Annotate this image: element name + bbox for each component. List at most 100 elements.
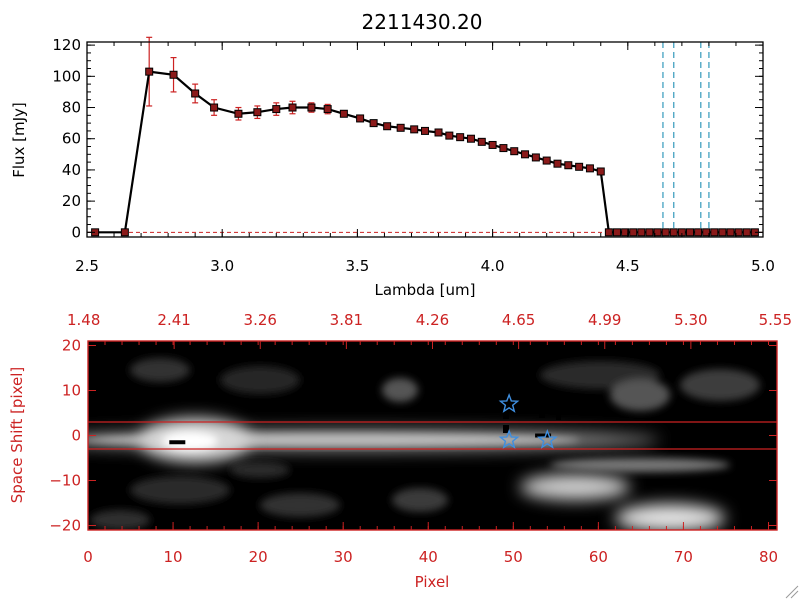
data-point [499,144,508,153]
data-point [510,147,519,156]
pixel-tick-label: 30 [334,548,353,566]
data-point [564,161,573,170]
shift-tick-label: −20 [49,517,81,535]
bottom-y-axis: 20 10 0 −10 −20 [49,337,777,535]
data-point [434,128,443,137]
wavelength-tick-label: 4.65 [502,311,535,329]
pixel-tick-label: 0 [83,548,93,566]
data-point [356,114,365,123]
wavelength-tick-label: 5.30 [674,311,707,329]
data-point [653,228,662,237]
wavelength-tick-label: 3.26 [244,311,277,329]
data-point [604,228,613,237]
data-point [253,108,262,117]
data-point [488,140,497,149]
data-point [323,105,332,114]
pixel-axis-title: Pixel [415,573,450,591]
y-axis-title: Flux [mJy] [10,102,28,178]
image-noise [90,358,760,530]
bottom-x-axis: 0 10 20 30 40 50 60 70 80 [83,341,778,566]
shift-tick-label: −10 [49,472,81,490]
data-point [742,228,751,237]
resize-grip-icon[interactable] [785,585,799,599]
top-y-axis: 0 20 40 60 80 100 120 [52,36,763,241]
shift-tick-label: 0 [71,427,81,445]
data-point [542,156,551,165]
pixel-tick-label: 50 [504,548,523,566]
pixel-tick-label: 60 [589,548,608,566]
data-point [694,228,703,237]
data-point [661,228,670,237]
data-point [726,228,735,237]
data-point [531,153,540,162]
data-point [234,109,243,118]
y-tick-label: 120 [52,36,81,54]
data-point [120,228,129,237]
space-shift-axis-title: Space Shift [pixel] [8,367,26,504]
secondary-source [520,474,630,500]
data-point [669,228,678,237]
data-point [145,67,154,76]
data-point [272,105,281,114]
star-marker [498,429,520,449]
shift-tick-label: 10 [62,382,81,400]
top-plot-frame [86,41,764,238]
y-tick-label: 20 [62,192,81,210]
star-markers [498,393,558,449]
y-tick-label: 0 [71,223,81,241]
data-point [637,228,646,237]
data-point [629,228,638,237]
pixel-tick-label: 40 [419,548,438,566]
data-point [307,103,316,112]
data-point [288,103,297,112]
y-tick-label: 100 [52,67,81,85]
data-point [456,133,465,142]
pixel-tick-label: 80 [759,548,778,566]
y-tick-label: 40 [62,161,81,179]
data-point [596,167,605,176]
top-x-axis: 2.5 3.0 3.5 4.0 4.5 5.0 [75,42,775,275]
data-point [369,119,378,128]
x-tick-label: 4.5 [616,257,640,275]
star-marker [498,393,520,413]
data-point [445,131,454,140]
data-point [553,159,562,168]
data-point [685,228,694,237]
x-tick-label: 3.5 [345,257,369,275]
data-point [612,228,621,237]
y-tick-label: 60 [62,130,81,148]
data-point [710,228,719,237]
shift-tick-label: 20 [62,337,81,355]
x-tick-label: 4.0 [481,257,505,275]
data-point [339,109,348,118]
data-point [210,103,219,112]
data-point [421,126,429,135]
data-point [702,228,711,237]
y-tick-label: 80 [62,99,81,117]
data-point [169,70,178,79]
x-axis-title: Lambda [um] [375,281,476,299]
marker-group [91,67,759,237]
trace-dashes [169,433,552,445]
line-marker-group [87,42,763,237]
wavelength-tick-label: 2.41 [157,311,190,329]
data-point [575,162,584,171]
spectrum-plot: 2.5 3.0 3.5 4.0 4.5 5.0 0 20 40 60 80 100 120 [52,36,775,275]
data-point [410,125,419,134]
x-tick-label: 3.0 [210,257,234,275]
data-point [521,150,530,159]
trace-peak [162,432,218,450]
x-tick-label: 2.5 [75,257,99,275]
data-point [383,122,392,131]
data-point [645,228,654,237]
wavelength-tick-label: 4.99 [588,311,621,329]
wavelength-tick-label: 1.48 [67,311,100,329]
data-point [734,228,743,237]
dark-pixel-marks [503,412,561,433]
star-marker [536,429,558,449]
trace-dash [535,433,552,438]
data-point [396,123,405,132]
data-point [585,164,594,173]
spectrum-image [88,341,777,530]
